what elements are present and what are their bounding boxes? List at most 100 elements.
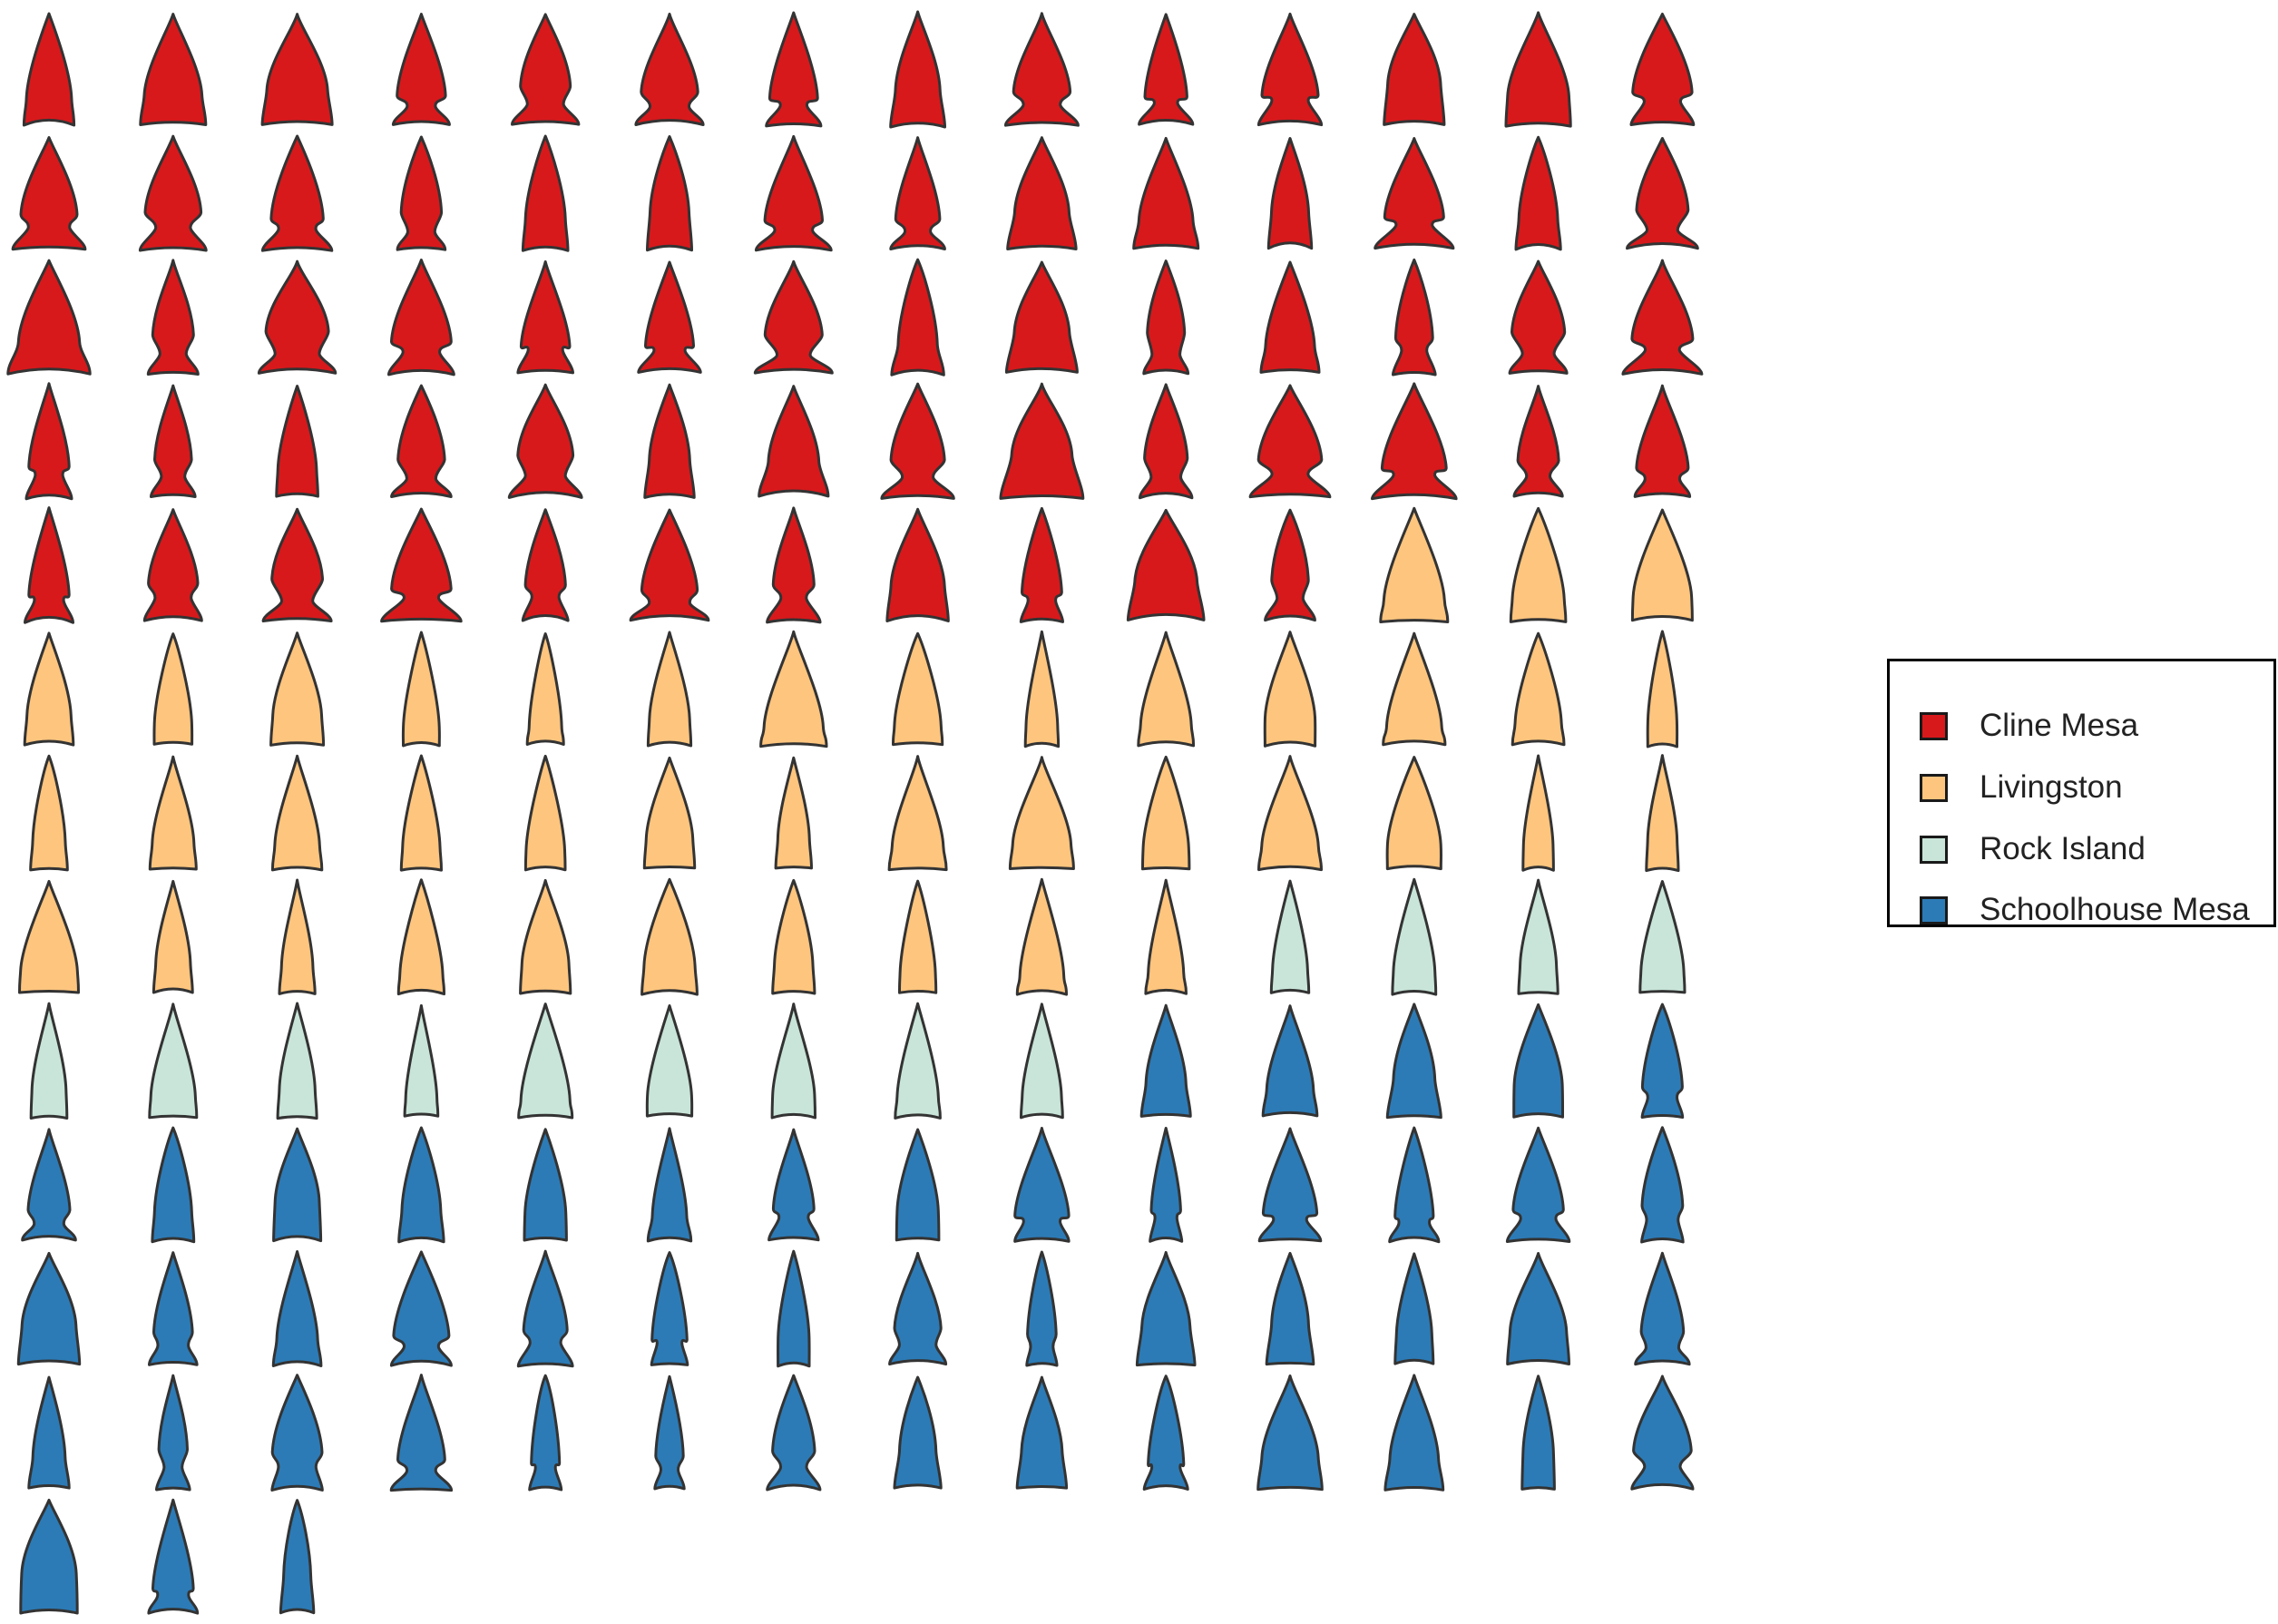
point-glyph-livingston: [152, 632, 194, 746]
point-glyph-schoolhouse-mesa: [389, 1374, 454, 1492]
point-glyph-cline-mesa: [1626, 137, 1699, 250]
point-glyph-schoolhouse-mesa: [271, 1250, 323, 1367]
point-glyph-cline-mesa: [142, 508, 203, 622]
point-glyph-livingston: [148, 755, 198, 871]
point-glyph-schoolhouse-mesa: [1634, 1251, 1691, 1366]
point-glyph-schoolhouse-mesa: [1520, 1375, 1556, 1491]
point-glyph-cline-mesa: [889, 10, 946, 129]
point-glyph-cline-mesa: [387, 259, 455, 377]
point-glyph-cline-mesa: [1621, 259, 1704, 376]
point-glyph-livingston: [1015, 877, 1068, 996]
point-glyph-cline-mesa: [24, 382, 73, 501]
legend-swatch-schoolhouse-mesa: [1920, 895, 1948, 925]
point-glyph-cline-mesa: [507, 383, 583, 499]
point-glyph-schoolhouse-mesa: [1512, 1003, 1565, 1119]
point-glyph-livingston: [771, 878, 816, 995]
point-glyph-cline-mesa: [261, 507, 333, 622]
point-glyph-livingston: [399, 754, 443, 872]
point-glyph-schoolhouse-mesa: [766, 1374, 822, 1492]
point-glyph-cline-mesa: [1633, 384, 1692, 498]
legend-label-livingston: Livingston: [1980, 769, 2123, 805]
point-glyph-livingston: [29, 754, 69, 872]
point-glyph-schoolhouse-mesa: [777, 1249, 811, 1368]
point-glyph-cline-mesa: [1004, 260, 1079, 374]
point-glyph-rock-island: [517, 1003, 574, 1120]
point-glyph-livingston: [1379, 506, 1450, 623]
point-glyph-cline-mesa: [521, 134, 570, 252]
point-glyph-schoolhouse-mesa: [767, 1128, 820, 1242]
point-glyph-cline-mesa: [758, 385, 830, 498]
point-glyph-cline-mesa: [11, 136, 87, 251]
point-glyph-cline-mesa: [1006, 136, 1078, 250]
point-glyph-cline-mesa: [275, 385, 319, 498]
legend: Cline Mesa Livingston Rock Island School…: [1887, 659, 2276, 927]
point-glyph-rock-island: [403, 1003, 440, 1118]
point-glyph-schoolhouse-mesa: [16, 1251, 82, 1366]
point-glyph-cline-mesa: [1508, 259, 1569, 375]
point-glyph-livingston: [646, 631, 693, 748]
point-glyph-cline-mesa: [1371, 382, 1458, 501]
point-glyph-livingston: [1630, 508, 1694, 622]
point-glyph-cline-mesa: [1392, 258, 1437, 377]
point-glyph-schoolhouse-mesa: [523, 1128, 568, 1242]
legend-swatch-rock-island: [1920, 835, 1948, 864]
point-glyph-cline-mesa: [754, 134, 833, 252]
point-glyph-schoolhouse-mesa: [1383, 1374, 1445, 1492]
point-glyph-schoolhouse-mesa: [1149, 1127, 1184, 1243]
point-glyph-schoolhouse-mesa: [1505, 1126, 1571, 1243]
point-glyph-schoolhouse-mesa: [1025, 1250, 1059, 1367]
point-glyph-schoolhouse-mesa: [895, 1128, 941, 1242]
point-glyph-cline-mesa: [1003, 12, 1080, 127]
point-glyph-schoolhouse-mesa: [516, 1249, 574, 1368]
point-glyph-schoolhouse-mesa: [270, 1374, 324, 1492]
point-glyph-schoolhouse-mesa: [1388, 1126, 1441, 1244]
point-glyph-cline-mesa: [139, 13, 208, 126]
point-glyph-rock-island: [1517, 878, 1559, 995]
point-glyph-schoolhouse-mesa: [888, 1251, 948, 1366]
point-glyph-livingston: [1257, 755, 1323, 872]
point-glyph-schoolhouse-mesa: [279, 1499, 316, 1615]
point-glyph-schoolhouse-mesa: [1265, 1251, 1315, 1366]
point-glyph-cline-mesa: [1266, 137, 1314, 250]
point-glyph-cline-mesa: [516, 260, 574, 375]
point-glyph-livingston: [523, 754, 567, 872]
point-glyph-schoolhouse-mesa: [653, 1375, 686, 1491]
point-glyph-schoolhouse-mesa: [1135, 1250, 1197, 1367]
point-glyph-schoolhouse-mesa: [1630, 1375, 1695, 1491]
point-glyph-livingston: [278, 878, 317, 995]
point-glyph-rock-island: [276, 1002, 318, 1120]
point-glyph-cline-mesa: [391, 13, 451, 126]
point-glyph-cline-mesa: [390, 384, 453, 498]
point-glyph-livingston: [1646, 630, 1679, 748]
legend-label-schoolhouse-mesa: Schoolhouse Mesa: [1980, 892, 2250, 927]
point-glyph-cline-mesa: [765, 11, 823, 128]
point-glyph-livingston: [642, 756, 697, 870]
point-glyph-livingston: [525, 632, 565, 746]
point-glyph-schoolhouse-mesa: [19, 1498, 79, 1615]
point-glyph-cline-mesa: [880, 382, 955, 500]
legend-swatch-cline-mesa: [1920, 711, 1948, 740]
point-glyph-livingston: [1141, 755, 1191, 871]
point-glyph-livingston: [887, 755, 948, 872]
point-glyph-livingston: [1509, 506, 1568, 623]
point-glyph-rock-island: [1269, 879, 1311, 994]
point-glyph-cline-mesa: [260, 134, 334, 252]
point-glyph-cline-mesa: [1138, 13, 1195, 126]
point-glyph-cline-mesa: [1512, 385, 1564, 498]
point-glyph-schoolhouse-mesa: [1013, 1127, 1071, 1243]
point-glyph-cline-mesa: [1514, 135, 1562, 251]
point-glyph-livingston: [1382, 631, 1447, 747]
point-glyph-livingston: [23, 631, 75, 747]
point-glyph-cline-mesa: [1019, 506, 1064, 623]
point-glyph-rock-island: [1638, 880, 1687, 994]
point-glyph-livingston: [898, 879, 938, 994]
point-glyph-schoolhouse-mesa: [1256, 1375, 1324, 1492]
point-glyph-schoolhouse-mesa: [397, 1126, 445, 1244]
projectile-point-glyphs: [6, 10, 1704, 1615]
point-glyph-schoolhouse-mesa: [1506, 1252, 1570, 1365]
point-glyph-cline-mesa: [999, 382, 1085, 500]
point-glyph-rock-island: [29, 1002, 69, 1120]
point-glyph-schoolhouse-mesa: [155, 1374, 191, 1492]
point-glyph-rock-island: [148, 1003, 199, 1120]
point-glyph-cline-mesa: [634, 13, 705, 126]
